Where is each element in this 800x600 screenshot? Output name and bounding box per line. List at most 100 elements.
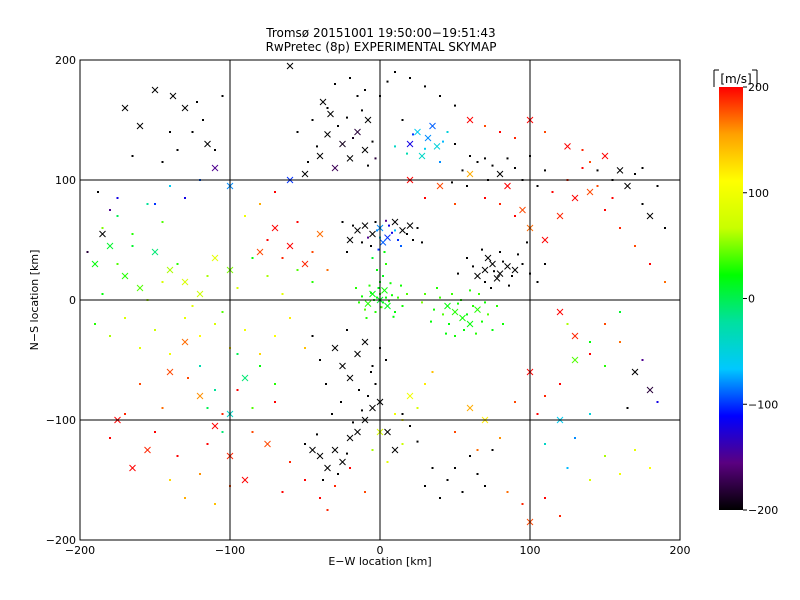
dot-marker	[374, 157, 377, 160]
dot-marker	[619, 341, 621, 343]
dot-marker	[641, 167, 644, 169]
dot-marker	[514, 137, 516, 139]
dot-marker	[341, 221, 344, 223]
x-marker	[354, 350, 361, 358]
dot-marker	[334, 485, 336, 487]
dot-marker	[251, 431, 254, 433]
x-marker	[466, 320, 474, 328]
dot-marker	[206, 443, 209, 445]
dot-marker	[377, 287, 380, 289]
dot-marker	[589, 353, 591, 355]
x-marker	[346, 434, 354, 442]
x-marker	[354, 227, 361, 234]
colorbar-tick-label: 200	[748, 81, 769, 94]
dot-marker	[221, 413, 224, 415]
x-marker	[519, 206, 526, 214]
dot-marker	[304, 347, 306, 349]
dot-marker	[391, 294, 393, 297]
x-marker	[331, 344, 339, 352]
dot-marker	[358, 389, 360, 391]
dot-marker	[499, 203, 501, 205]
dot-marker	[367, 395, 369, 397]
x-marker	[489, 260, 496, 268]
dot-marker	[139, 347, 141, 349]
dot-marker	[454, 104, 456, 107]
dot-marker	[361, 241, 363, 244]
dot-marker	[506, 157, 509, 160]
x-marker	[424, 134, 432, 142]
dot-marker	[101, 293, 104, 295]
dot-marker	[431, 467, 434, 469]
dot-marker	[514, 167, 516, 169]
dot-marker	[316, 433, 318, 436]
dot-marker	[386, 80, 389, 83]
dot-marker	[457, 272, 459, 275]
dot-marker	[346, 329, 348, 331]
dot-marker	[116, 215, 119, 217]
x-marker	[504, 263, 511, 270]
dot-marker	[451, 293, 453, 295]
dot-marker	[634, 449, 636, 451]
dot-marker	[439, 296, 441, 299]
dot-marker	[281, 257, 284, 259]
dot-marker	[481, 320, 483, 323]
dot-marker	[199, 365, 201, 367]
dot-marker	[611, 197, 614, 199]
dot-marker	[421, 241, 423, 244]
dot-marker	[478, 293, 480, 295]
y-axis-ticks: −200 −100 0 100 200	[46, 54, 76, 547]
dot-marker	[476, 473, 479, 475]
dot-marker	[454, 431, 456, 433]
x-marker	[264, 440, 271, 448]
dot-marker	[589, 413, 591, 415]
dot-marker	[424, 293, 426, 295]
x-marker	[451, 308, 459, 316]
dot-marker	[361, 295, 363, 298]
dot-marker	[394, 311, 396, 313]
dot-marker	[388, 224, 390, 227]
x-marker	[444, 302, 451, 310]
dot-marker	[499, 131, 501, 133]
dot-marker	[154, 329, 156, 331]
x-marker	[504, 182, 511, 190]
dot-marker	[214, 149, 216, 151]
dot-marker	[131, 155, 134, 157]
dot-marker	[619, 311, 621, 313]
dot-marker	[202, 119, 204, 121]
x-marker	[331, 164, 339, 172]
dot-marker	[544, 395, 546, 397]
dot-marker	[325, 383, 327, 385]
dot-marker	[551, 191, 554, 193]
dot-marker	[371, 257, 374, 259]
x-marker	[256, 248, 264, 256]
dot-marker	[385, 219, 387, 222]
dot-marker	[331, 413, 333, 415]
dot-marker	[502, 260, 504, 263]
dot-marker	[656, 185, 659, 187]
x-marker	[646, 386, 654, 394]
dot-marker	[499, 437, 501, 439]
x-marker	[196, 392, 204, 400]
dot-marker	[326, 107, 329, 109]
dot-marker	[446, 479, 449, 481]
x-marker	[339, 458, 346, 466]
dot-marker	[259, 365, 261, 367]
x-marker	[466, 404, 474, 412]
dot-marker	[466, 185, 468, 187]
dot-marker	[439, 497, 441, 499]
dot-marker	[184, 197, 186, 199]
dot-marker	[109, 209, 111, 211]
dot-marker	[109, 335, 111, 337]
x-marker	[493, 275, 501, 282]
dot-marker	[581, 167, 584, 169]
x-axis-ticks: −200 −100 0 100 200	[65, 544, 691, 557]
x-marker	[99, 230, 106, 238]
x-marker	[346, 155, 354, 162]
dot-marker	[349, 77, 351, 79]
x-marker	[204, 140, 211, 148]
dot-marker	[352, 224, 354, 227]
x-marker	[121, 272, 129, 280]
dot-marker	[334, 83, 336, 85]
dot-marker	[206, 407, 209, 409]
x-marker	[399, 227, 406, 234]
